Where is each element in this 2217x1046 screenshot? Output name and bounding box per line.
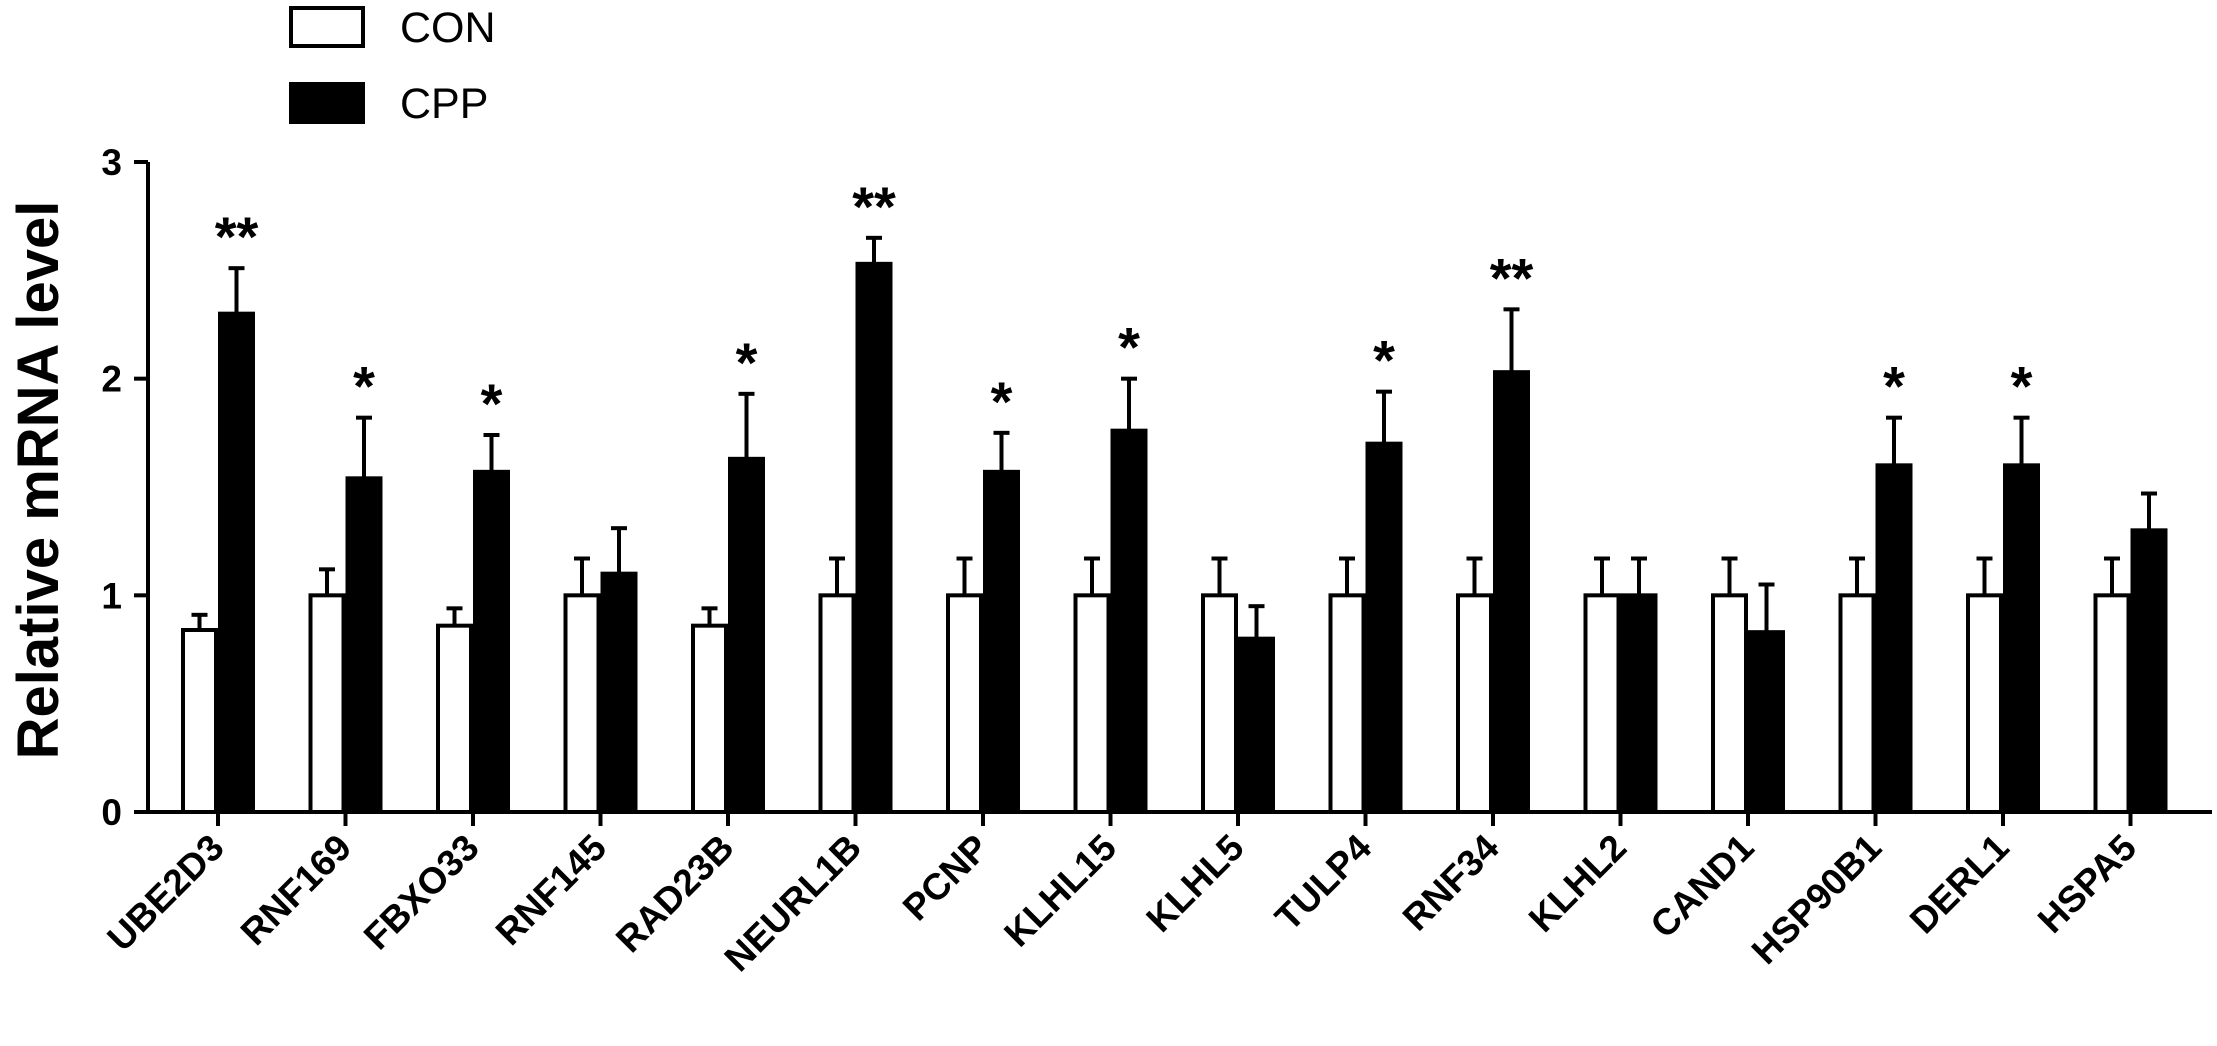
bar-cpp: [1365, 441, 1403, 814]
plot-area: 0123UBE2D3**RNF169*FBXO33*RNF145RAD23B*N…: [99, 142, 2212, 979]
legend-label-cpp: CPP: [400, 80, 488, 128]
bar-con: [563, 593, 601, 814]
bar-cpp: [2130, 528, 2168, 814]
bar-cpp: [983, 469, 1020, 814]
y-tick-label: 1: [101, 575, 122, 616]
x-tick-label: TULP4: [1267, 826, 1379, 938]
bar-con: [1456, 593, 1493, 814]
significance-label: **: [1490, 246, 1534, 309]
bar-con: [1328, 593, 1366, 814]
bar-cpp: [218, 311, 255, 814]
bar-cpp: [2003, 463, 2040, 814]
bar-con: [1966, 593, 2003, 814]
x-tick-label: PCNP: [895, 827, 997, 929]
bar-con: [1201, 593, 1238, 814]
y-tick-label: 3: [101, 142, 122, 183]
significance-label: *: [353, 355, 375, 418]
legend: CON CPP: [289, 4, 496, 128]
significance-label: *: [1373, 329, 1395, 392]
x-tick-label: RAD23B: [608, 827, 742, 961]
bar-cpp: [473, 469, 510, 814]
x-tick-label: KLHL15: [996, 827, 1124, 955]
bar-cpp: [1493, 370, 1530, 814]
x-tick-label: FBXO33: [356, 827, 487, 958]
x-tick-label: HSPA5: [2030, 827, 2144, 941]
bar-con: [1838, 593, 1876, 814]
significance-label: **: [852, 175, 896, 238]
significance-label: *: [736, 331, 758, 394]
x-tick-label: KLHL2: [1521, 827, 1634, 940]
bar-cpp: [600, 571, 638, 815]
x-tick-label: NEURL1B: [717, 827, 870, 980]
significance-label: *: [991, 370, 1013, 433]
bar-con: [181, 628, 218, 814]
bar-cpp: [728, 456, 765, 814]
x-tick-label: RNF169: [233, 827, 359, 953]
bar-cpp: [1875, 463, 1913, 814]
legend-swatch-cpp: [289, 82, 365, 124]
bar-con: [1711, 593, 1748, 814]
bar-con: [818, 593, 856, 814]
bar-con: [691, 623, 728, 815]
bar-con: [946, 593, 983, 814]
bar-cpp: [1748, 630, 1785, 815]
bar-cpp: [855, 261, 893, 815]
bar-cpp: [1620, 593, 1658, 814]
x-tick-label: CAND1: [1643, 827, 1762, 946]
bar-con: [1583, 593, 1621, 814]
legend-swatch-con: [289, 6, 365, 48]
x-tick-label: HSP90B1: [1744, 827, 1889, 972]
y-axis-title: Relative mRNA level: [6, 201, 71, 760]
significance-label: *: [1118, 316, 1140, 379]
bar-con: [2093, 593, 2131, 814]
bar-con: [1073, 593, 1111, 814]
x-tick-label: KLHL5: [1138, 827, 1251, 940]
y-tick-label: 0: [101, 792, 122, 833]
bar-cpp: [1110, 428, 1148, 814]
bar-cpp: [345, 476, 383, 814]
significance-label: **: [215, 205, 259, 268]
significance-label: *: [481, 372, 503, 435]
y-tick-label: 2: [101, 359, 122, 400]
significance-label: *: [1883, 355, 1905, 418]
bar-con: [436, 623, 473, 815]
x-tick-label: RNF145: [488, 827, 614, 953]
x-tick-label: DERL1: [1902, 827, 2017, 942]
bar-cpp: [1238, 636, 1275, 815]
significance-label: *: [2011, 355, 2033, 418]
x-tick-label: UBE2D3: [99, 827, 231, 959]
bar-con: [308, 593, 346, 814]
x-tick-label: RNF34: [1395, 826, 1507, 938]
legend-label-con: CON: [400, 4, 496, 52]
